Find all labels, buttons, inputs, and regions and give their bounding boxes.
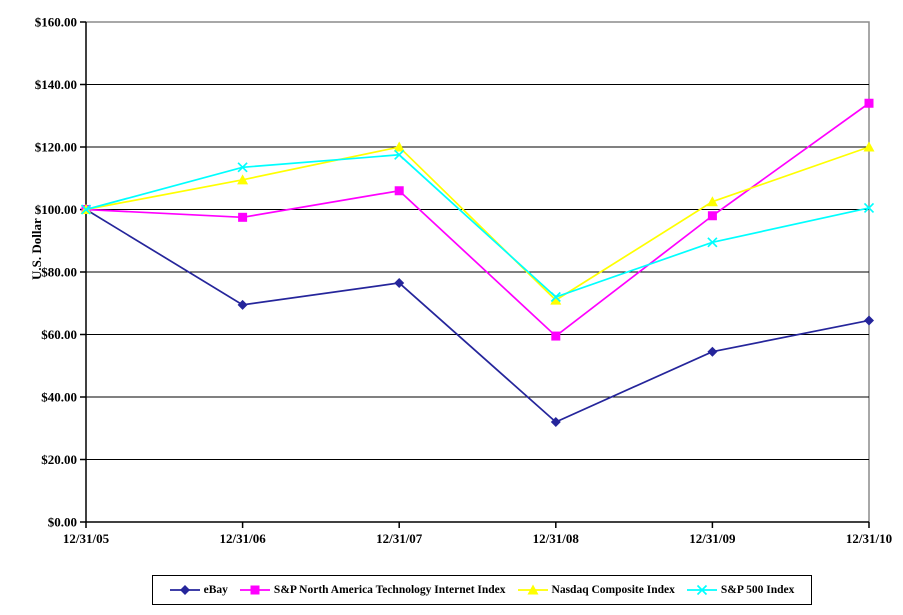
- data-point-triangle: [393, 141, 405, 152]
- data-point-diamond: [550, 417, 561, 427]
- data-point-diamond: [864, 315, 874, 326]
- y-tick-label: $20.00: [41, 452, 77, 467]
- data-point-square: [250, 585, 260, 595]
- data-point-x: [394, 149, 405, 160]
- data-point-triangle: [706, 196, 718, 207]
- legend-label: S&P 500 Index: [720, 584, 795, 596]
- series-line: [85, 153, 870, 298]
- x-tick-label: 12/31/08: [533, 531, 580, 546]
- series-3: [80, 149, 875, 303]
- chart-legend: eBay S&P North America Technology Interne…: [152, 575, 812, 605]
- data-point-diamond: [394, 277, 405, 288]
- y-tick-label: $0.00: [48, 515, 77, 530]
- series-1: [81, 98, 874, 341]
- data-point-x: [696, 584, 707, 596]
- x-tick-label: 12/31/09: [689, 531, 736, 546]
- legend-label: Nasdaq Composite Index: [551, 584, 675, 596]
- x-tick-label: 12/31/07: [376, 531, 423, 546]
- data-point-diamond: [237, 299, 248, 310]
- legend-square-marker-icon: [239, 585, 270, 595]
- y-tick-label: $60.00: [41, 327, 77, 342]
- series-line: [85, 102, 870, 338]
- data-point-square: [394, 186, 404, 196]
- data-point-triangle: [527, 584, 539, 595]
- plot-border: [86, 21, 870, 522]
- series-2: [80, 141, 875, 305]
- y-axis-title: U.S. Dollar: [28, 218, 44, 280]
- data-point-x: [863, 202, 875, 214]
- data-point-square: [238, 212, 248, 222]
- data-point-x: [707, 237, 718, 248]
- data-point-diamond: [179, 585, 190, 595]
- legend-item: eBay: [169, 584, 228, 596]
- legend-item: Nasdaq Composite Index: [517, 584, 675, 596]
- legend-item: S&P North America Technology Internet In…: [239, 584, 506, 596]
- data-point-triangle: [550, 294, 562, 305]
- data-point-triangle: [863, 141, 875, 152]
- data-point-square: [707, 211, 717, 221]
- legend-triangle-marker-icon: [517, 584, 548, 595]
- series-line: [85, 146, 870, 302]
- y-tick-label: $40.00: [41, 390, 77, 405]
- legend-diamond-marker-icon: [169, 585, 200, 595]
- y-tick-label: $80.00: [41, 265, 77, 280]
- legend-label: eBay: [203, 584, 228, 596]
- data-point-diamond: [707, 346, 718, 357]
- y-tick-label: $160.00: [35, 15, 77, 30]
- y-tick-label: $100.00: [35, 202, 77, 217]
- x-tick-label: 12/31/06: [219, 531, 266, 546]
- legend-x-marker-icon: [686, 584, 717, 596]
- legend-label: S&P North America Technology Internet In…: [273, 584, 506, 596]
- legend-item: S&P 500 Index: [686, 584, 795, 596]
- data-point-square: [864, 98, 874, 108]
- data-point-square: [551, 331, 561, 341]
- series-line: [85, 208, 870, 424]
- data-point-triangle: [237, 174, 249, 185]
- y-tick-label: $120.00: [35, 140, 77, 155]
- x-tick-label: 12/31/05: [63, 531, 110, 546]
- data-point-x: [237, 162, 248, 173]
- x-tick-label: 12/31/10: [846, 531, 892, 546]
- series-0: [81, 204, 874, 427]
- data-point-x: [80, 204, 92, 215]
- data-point-x: [550, 291, 561, 303]
- y-tick-label: $140.00: [35, 77, 77, 92]
